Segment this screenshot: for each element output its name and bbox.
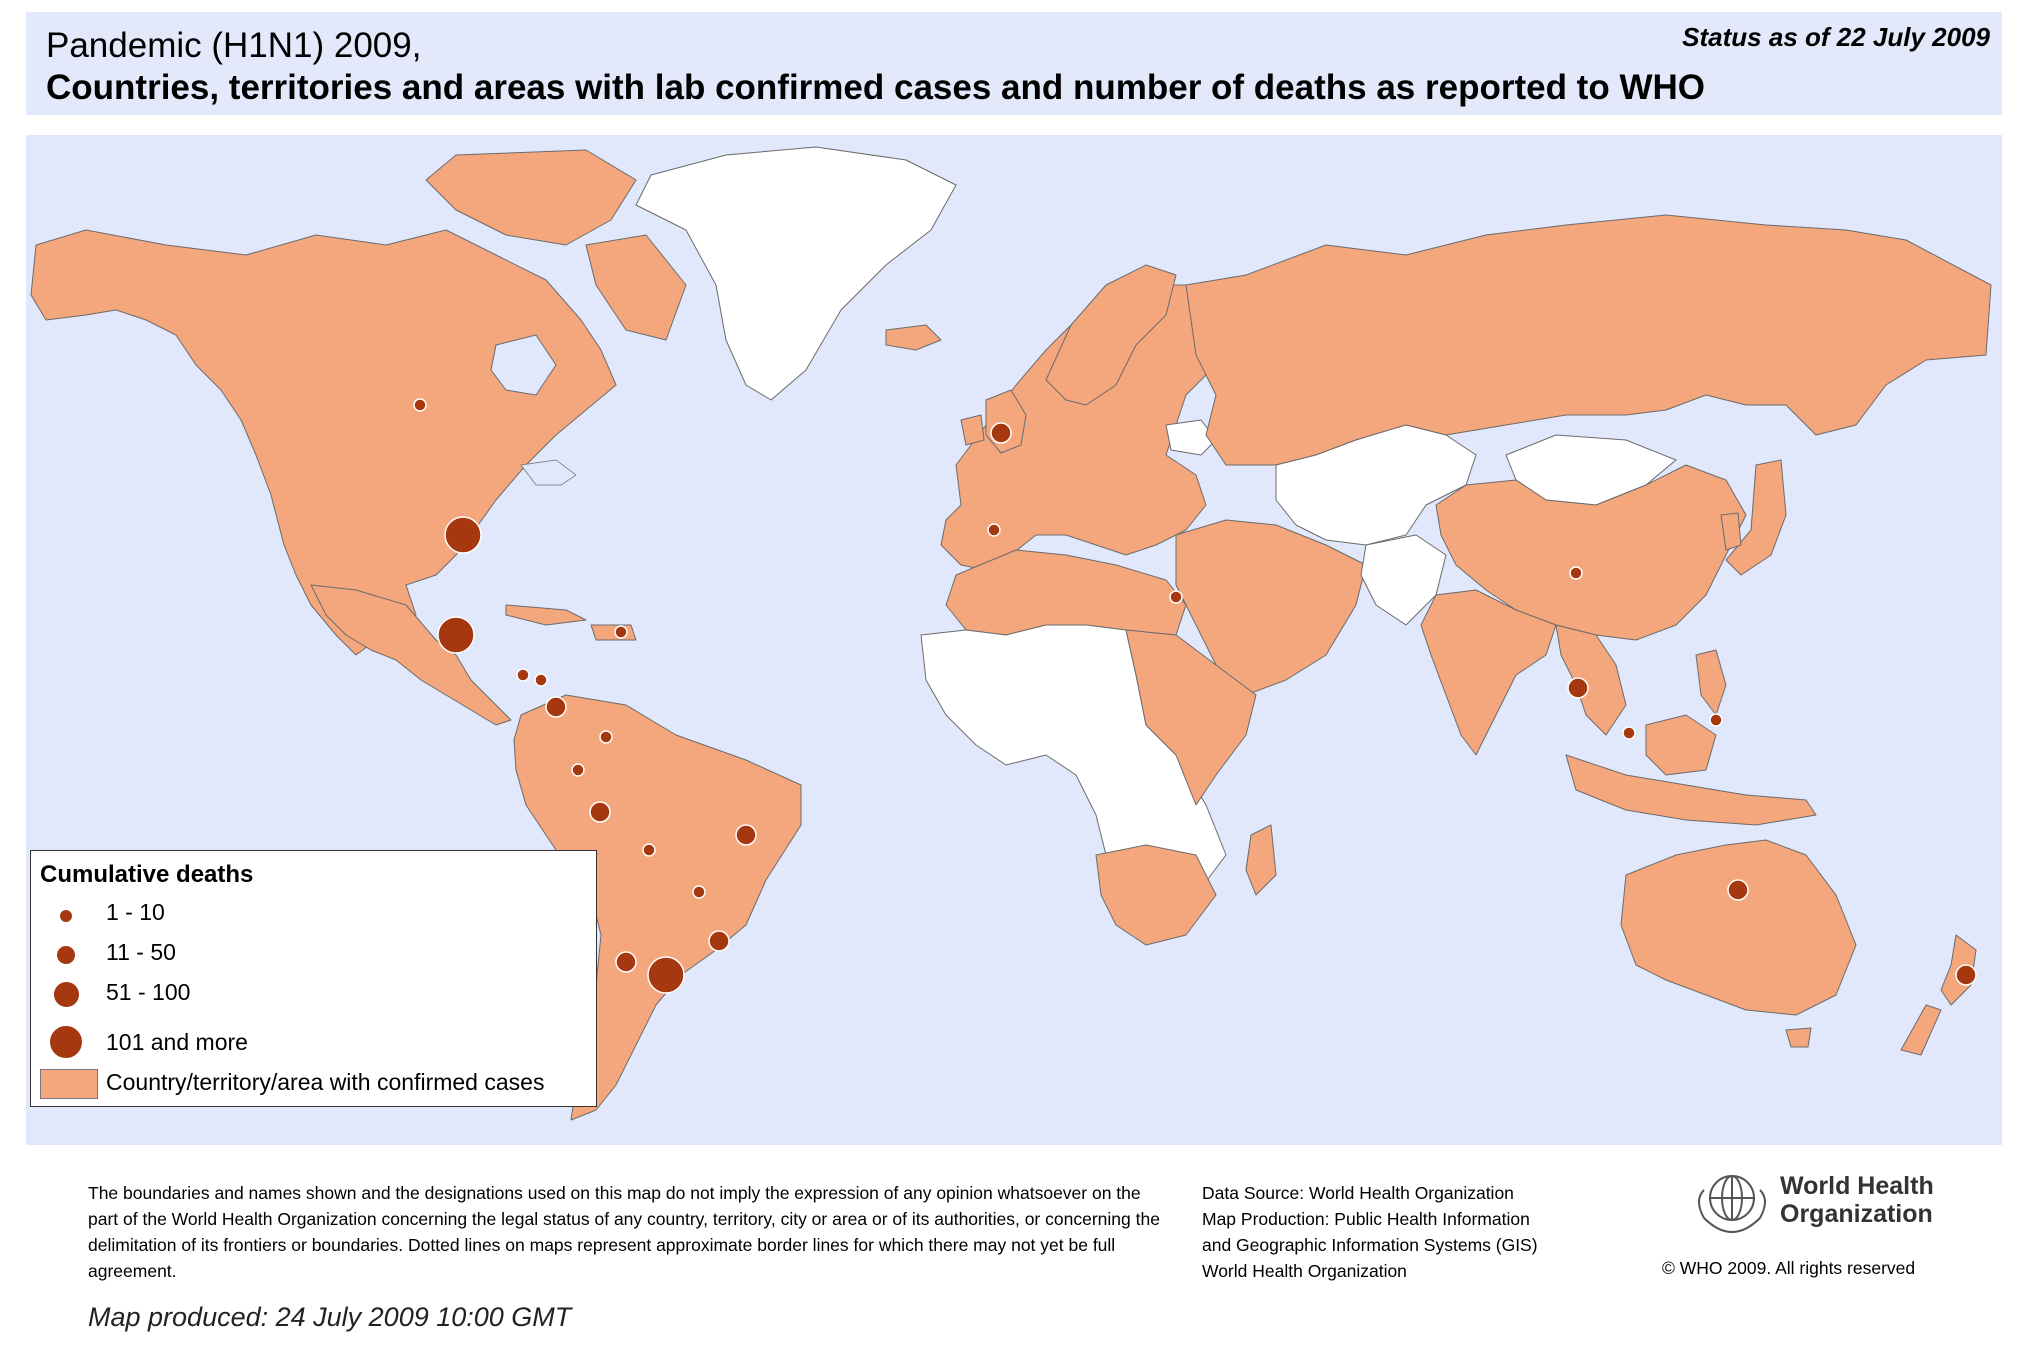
korea-shape <box>1720 512 1742 551</box>
death-marker-united-states <box>444 516 482 554</box>
legend-dot-xlarge <box>49 1025 83 1059</box>
death-marker-ecuador <box>571 763 585 777</box>
new-zealand-south-shape <box>1900 1004 1942 1056</box>
legend-dot-large <box>53 981 80 1008</box>
se-asia-shape <box>1555 624 1627 736</box>
borneo-shape <box>1645 714 1717 776</box>
death-marker-australia <box>1727 879 1749 901</box>
legend-row-101-more: 101 and more <box>31 1023 591 1059</box>
legend-row-11-50: 11 - 50 <box>31 939 591 975</box>
india-shape <box>1420 589 1557 756</box>
legend-label-1-10: 1 - 10 <box>106 899 165 925</box>
death-marker-costa-rica <box>545 696 567 718</box>
legend-label-confirmed: Country/territory/area with confirmed ca… <box>106 1069 545 1095</box>
legend-row-1-10: 1 - 10 <box>31 899 591 935</box>
death-marker-chile <box>615 951 637 973</box>
death-marker-egypt <box>1169 590 1183 604</box>
map-production-line1: Map Production: Public Health Informatio… <box>1202 1209 1530 1229</box>
tasmania-shape <box>1785 1027 1812 1048</box>
map-production-line2: and Geographic Information Systems (GIS) <box>1202 1235 1538 1255</box>
death-marker-paraguay <box>692 885 706 899</box>
death-marker-honduras <box>534 673 548 687</box>
madagascar-shape <box>1245 824 1277 896</box>
death-marker-philippines <box>1709 713 1723 727</box>
map-production-line3: World Health Organization <box>1202 1261 1407 1281</box>
legend-row-confirmed: Country/territory/area with confirmed ca… <box>31 1069 591 1105</box>
hispaniola-shape <box>590 624 637 641</box>
north-america-shape <box>30 229 617 656</box>
death-marker-spain <box>987 523 1001 537</box>
legend: Cumulative deaths 1 - 10 11 - 50 51 - 10… <box>30 850 597 1107</box>
legend-title: Cumulative deaths <box>40 861 254 888</box>
copyright-text: © WHO 2009. All rights reserved <box>1662 1258 1916 1278</box>
iceland-shape <box>885 324 942 351</box>
who-name-line1: World Health <box>1780 1172 1934 1200</box>
central-asia-shape <box>1275 424 1477 546</box>
death-marker-dominican-republic <box>614 625 628 639</box>
map-produced-date: Map produced: 24 July 2009 10:00 GMT <box>88 1302 572 1332</box>
disclaimer-text: The boundaries and names shown and the d… <box>88 1183 1160 1281</box>
who-emblem-icon <box>1698 1175 1766 1234</box>
south-america-shape <box>513 694 802 1121</box>
scandinavia-shape <box>1045 264 1177 406</box>
data-source-line: Data Source: World Health Organization <box>1202 1183 1514 1203</box>
title-banner: Pandemic (H1N1) 2009, Countries, territo… <box>26 12 2002 115</box>
death-markers-layer <box>413 398 1977 994</box>
afghanistan-pakistan-shape <box>1360 534 1447 626</box>
arctic-islands-shape <box>425 149 637 246</box>
death-marker-canada <box>413 398 427 412</box>
legend-row-51-100: 51 - 100 <box>31 979 591 1015</box>
legend-label-11-50: 11 - 50 <box>106 939 176 965</box>
mexico-central-america-shape <box>310 584 512 726</box>
baffin-shape <box>585 234 687 341</box>
middle-east-shape <box>1175 519 1367 696</box>
great-lakes-shape <box>520 459 577 486</box>
death-marker-argentina <box>647 956 685 994</box>
death-marker-thailand <box>1567 677 1589 699</box>
death-marker-new-zealand <box>1955 964 1977 986</box>
death-marker-united-kingdom <box>990 422 1012 444</box>
status-date: Status as of 22 July 2009 <box>1682 22 1990 52</box>
hudson-bay-shape <box>490 334 557 396</box>
death-marker-colombia <box>599 730 613 744</box>
legend-label-101-more: 101 and more <box>106 1029 248 1055</box>
belarus-shape <box>1165 419 1217 456</box>
world-map-svg <box>30 146 1992 1121</box>
greenland-shape <box>635 146 957 401</box>
map-title-line2: Countries, territories and areas with la… <box>46 68 1705 107</box>
philippines-shape <box>1695 649 1727 716</box>
death-marker-mexico <box>437 616 475 654</box>
death-marker-peru <box>589 801 611 823</box>
legend-label-51-100: 51 - 100 <box>106 979 191 1005</box>
legend-swatch-confirmed <box>40 1069 98 1099</box>
death-marker-brazil <box>735 824 757 846</box>
japan-shape <box>1725 459 1787 576</box>
death-marker-uruguay <box>708 930 730 952</box>
map-title-line1: Pandemic (H1N1) 2009, <box>46 26 422 65</box>
who-name-line2: Organization <box>1780 1200 1933 1228</box>
death-marker-guatemala <box>516 668 530 682</box>
australia-shape <box>1620 839 1857 1016</box>
russia-shape <box>1185 214 1992 466</box>
legend-dot-medium <box>56 945 76 965</box>
southern-africa-shape <box>1095 844 1217 946</box>
ireland-shape <box>960 414 985 446</box>
cuba-shape <box>505 604 587 626</box>
east-africa-shape <box>1125 629 1257 806</box>
legend-dot-small <box>59 909 73 923</box>
data-source-block: Data Source: World Health Organization M… <box>1202 1180 1602 1284</box>
indonesia-shape <box>1565 754 1817 826</box>
death-marker-bolivia <box>642 843 656 857</box>
death-marker-china <box>1569 566 1583 580</box>
china-shape <box>1435 464 1747 641</box>
death-marker-malaysia <box>1622 726 1636 740</box>
